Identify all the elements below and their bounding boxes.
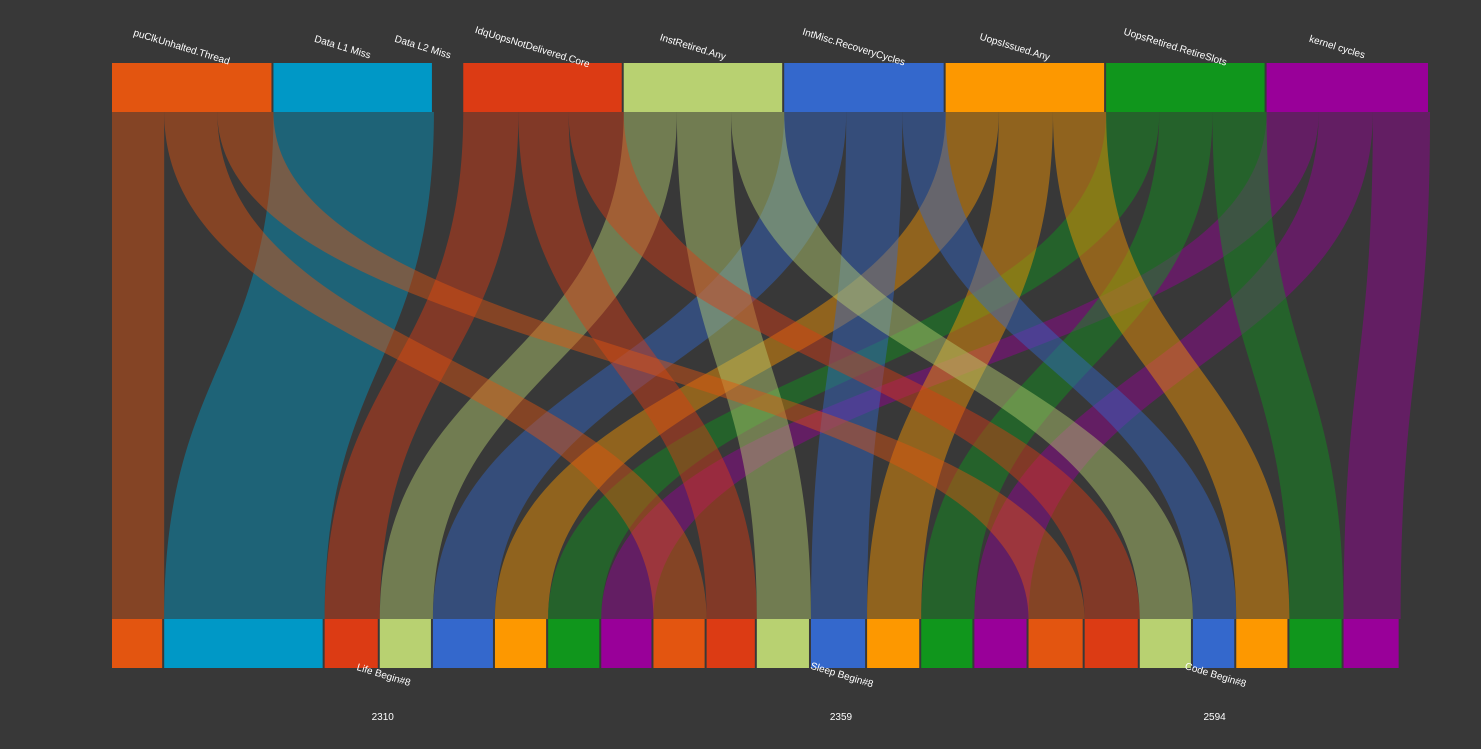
metric-nodes (112, 63, 1428, 112)
segment-instretired-any-life-begin-8 (379, 619, 431, 668)
flow-uopsretired-retireslots-to-sleep-begin-8 (921, 112, 1213, 619)
flow-idquopsnotdelivered-core-to-code-begin-8 (568, 112, 1140, 619)
flow-cpuclkunhalted-thread-to-sleep-begin-8 (164, 112, 707, 619)
segment-uopsissued-any-life-begin-8 (494, 619, 547, 668)
flow-kernel-cycles-to-sleep-begin-8 (974, 112, 1373, 619)
node-uopsretired-retireslots (1106, 63, 1265, 112)
flow-cpuclkunhalted-thread-to-code-begin-8 (217, 112, 1085, 619)
flow-idquopsnotdelivered-core-to-life-begin-8 (324, 112, 519, 619)
segment-kernel-cycles-code-begin-8 (1343, 619, 1399, 668)
flow-uopsissued-any-to-life-begin-8 (494, 112, 999, 619)
segment-intmisc-recoverycycles-code-begin-8 (1192, 619, 1235, 668)
flow-intmisc-recoverycycles-to-sleep-begin-8 (810, 112, 903, 619)
flow-kernel-cycles-to-code-begin-8 (1343, 112, 1430, 619)
flow-uopsretired-retireslots-to-life-begin-8 (548, 112, 1160, 619)
segment-intmisc-recoverycycles-sleep-begin-8 (810, 619, 866, 668)
flow-instretired-any-to-life-begin-8 (379, 112, 677, 619)
node-uopsissued-any (945, 63, 1105, 112)
segment-idquopsnotdelivered-core-sleep-begin-8 (706, 619, 755, 668)
node-instretired-any (623, 63, 783, 112)
flow-idquopsnotdelivered-core-to-sleep-begin-8 (518, 112, 757, 619)
node-data-l1-miss (273, 63, 432, 112)
segment-uopsretired-retireslots-code-begin-8 (1289, 619, 1342, 668)
segment-intmisc-recoverycycles-life-begin-8 (432, 619, 493, 668)
node-idquopsnotdelivered-core (463, 63, 622, 112)
flow-uopsretired-retireslots-to-code-begin-8 (1212, 112, 1344, 619)
segment-data-l1-miss-life-begin-8 (164, 619, 323, 668)
flow-kernel-cycles-to-life-begin-8 (601, 112, 1319, 619)
segment-idquopsnotdelivered-core-code-begin-8 (1084, 619, 1138, 668)
segment-uopsissued-any-code-begin-8 (1236, 619, 1288, 668)
segment-cpuclkunhalted-thread-sleep-begin-8 (653, 619, 705, 668)
segment-instretired-any-code-begin-8 (1139, 619, 1191, 668)
node-cpuclkunhalted-thread (112, 63, 272, 112)
segment-cpuclkunhalted-thread-code-begin-8 (1028, 619, 1083, 668)
node-kernel-cycles (1266, 63, 1428, 112)
flow-uopsissued-any-to-sleep-begin-8 (867, 112, 1053, 619)
segment-uopsretired-retireslots-life-begin-8 (548, 619, 600, 668)
segment-idquopsnotdelivered-core-life-begin-8 (324, 619, 378, 668)
group-segments (112, 619, 1399, 668)
flow-intmisc-recoverycycles-to-code-begin-8 (902, 112, 1237, 619)
flow-uopsissued-any-to-code-begin-8 (1052, 112, 1290, 619)
segment-cpuclkunhalted-thread-life-begin-8 (112, 619, 163, 668)
segment-uopsissued-any-sleep-begin-8 (867, 619, 920, 668)
group-total-code-begin-8: 2594 (1203, 712, 1226, 723)
flow-intmisc-recoverycycles-to-life-begin-8 (432, 112, 847, 619)
flow-cpuclkunhalted-thread-to-life-begin-8 (112, 112, 165, 619)
segment-kernel-cycles-sleep-begin-8 (974, 619, 1027, 668)
group-total-sleep-begin-8: 2359 (830, 712, 853, 723)
segment-kernel-cycles-life-begin-8 (601, 619, 652, 668)
flows-layer (112, 112, 1430, 619)
flow-data-l1-miss-to-life-begin-8 (164, 112, 434, 619)
group-total-life-begin-8: 2310 (372, 712, 395, 723)
flow-instretired-any-to-sleep-begin-8 (676, 112, 811, 619)
segment-uopsretired-retireslots-sleep-begin-8 (921, 619, 973, 668)
node-intmisc-recoverycycles (784, 63, 944, 112)
flow-instretired-any-to-code-begin-8 (731, 112, 1193, 619)
segment-instretired-any-sleep-begin-8 (756, 619, 809, 668)
